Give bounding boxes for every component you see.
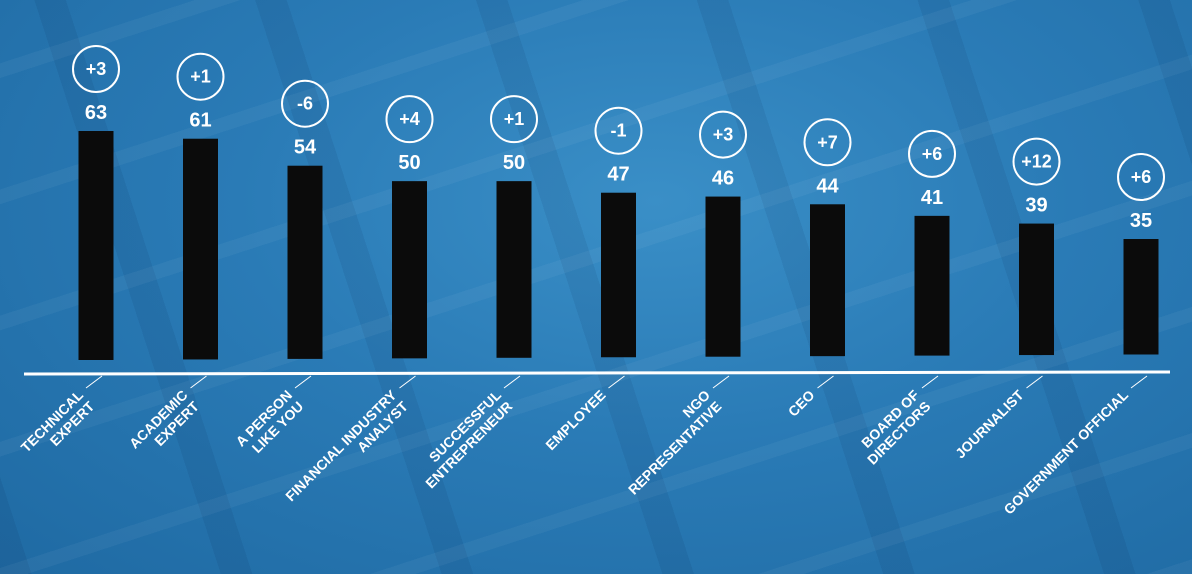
bar: [78, 131, 114, 360]
bar: [496, 181, 532, 358]
bar-value-label: 47: [607, 164, 629, 186]
bar: [392, 181, 427, 359]
change-badge-circle: [1012, 137, 1061, 186]
change-badge-circle: [594, 106, 643, 155]
bar-value-label: 41: [921, 187, 943, 209]
bar: [1019, 223, 1054, 356]
change-badge-label: +7: [817, 132, 838, 152]
category-leader-tick: [608, 375, 625, 389]
change-badge-circle: [803, 118, 852, 167]
category-leader-tick: [817, 375, 834, 389]
category-label-line: CEO: [785, 387, 818, 420]
bar-value-label: 44: [816, 175, 839, 197]
bar-value-label: 61: [189, 110, 211, 132]
category-label-line: EMPLOYEE: [542, 387, 608, 453]
bar: [183, 138, 218, 360]
bar: [1123, 239, 1159, 355]
bar-value-label: 63: [85, 102, 107, 124]
bar: [601, 192, 636, 358]
change-badge-circle: [385, 95, 434, 144]
category-label-line: GOVERNMENT OFFICIAL: [1000, 386, 1131, 517]
change-badge-circle: [908, 129, 956, 178]
bar: [705, 196, 741, 357]
category-leader-tick: [712, 375, 730, 389]
category-leader-tick: [921, 375, 939, 389]
bar-value-label: 35: [1130, 210, 1152, 232]
category-leader-tick: [190, 375, 207, 389]
category-leader-tick: [399, 375, 416, 389]
bar-value-label: 46: [712, 168, 734, 190]
x-axis-baseline: [23, 370, 1171, 376]
bar-value-label: 39: [1025, 195, 1047, 217]
category-label: CEO: [785, 387, 818, 420]
bar: [287, 165, 323, 359]
category-leader-tick: [85, 375, 103, 389]
change-badge-circle: [176, 52, 225, 101]
category-label-line: REPRESENTATIVE: [625, 398, 725, 498]
category-label: EMPLOYEE: [542, 387, 608, 453]
change-badge-label: +3: [713, 125, 734, 145]
category-label: GOVERNMENT OFFICIAL: [1000, 386, 1131, 517]
change-badge-label: +6: [1131, 167, 1152, 187]
change-badge-label: +12: [1021, 152, 1052, 172]
change-badge-label: +3: [86, 59, 107, 79]
change-badge-label: -1: [610, 121, 626, 141]
category-leader-tick: [1026, 375, 1043, 389]
change-badge-label: +6: [922, 144, 943, 164]
change-badge-circle: [72, 45, 120, 93]
change-badge-label: +4: [399, 109, 420, 129]
change-badge-label: +1: [504, 109, 525, 129]
bar-value-label: 50: [503, 152, 525, 174]
category-label-line: JOURNALIST: [952, 386, 1027, 461]
bar: [914, 215, 950, 356]
category-leader-tick: [1130, 375, 1148, 389]
category-leader-tick: [503, 375, 521, 389]
change-badge-label: +1: [190, 67, 211, 87]
bar-value-label: 50: [398, 152, 420, 174]
bar-value-label: 54: [294, 137, 317, 159]
change-badge-circle: [281, 79, 329, 128]
category-label: JOURNALIST: [952, 386, 1027, 461]
bar: [810, 204, 845, 357]
change-badge-circle: [699, 110, 747, 159]
category-leader-tick: [294, 375, 312, 389]
change-badge-circle: [1117, 153, 1165, 201]
change-badge-label: -6: [297, 94, 313, 114]
change-badge-circle: [490, 95, 538, 144]
